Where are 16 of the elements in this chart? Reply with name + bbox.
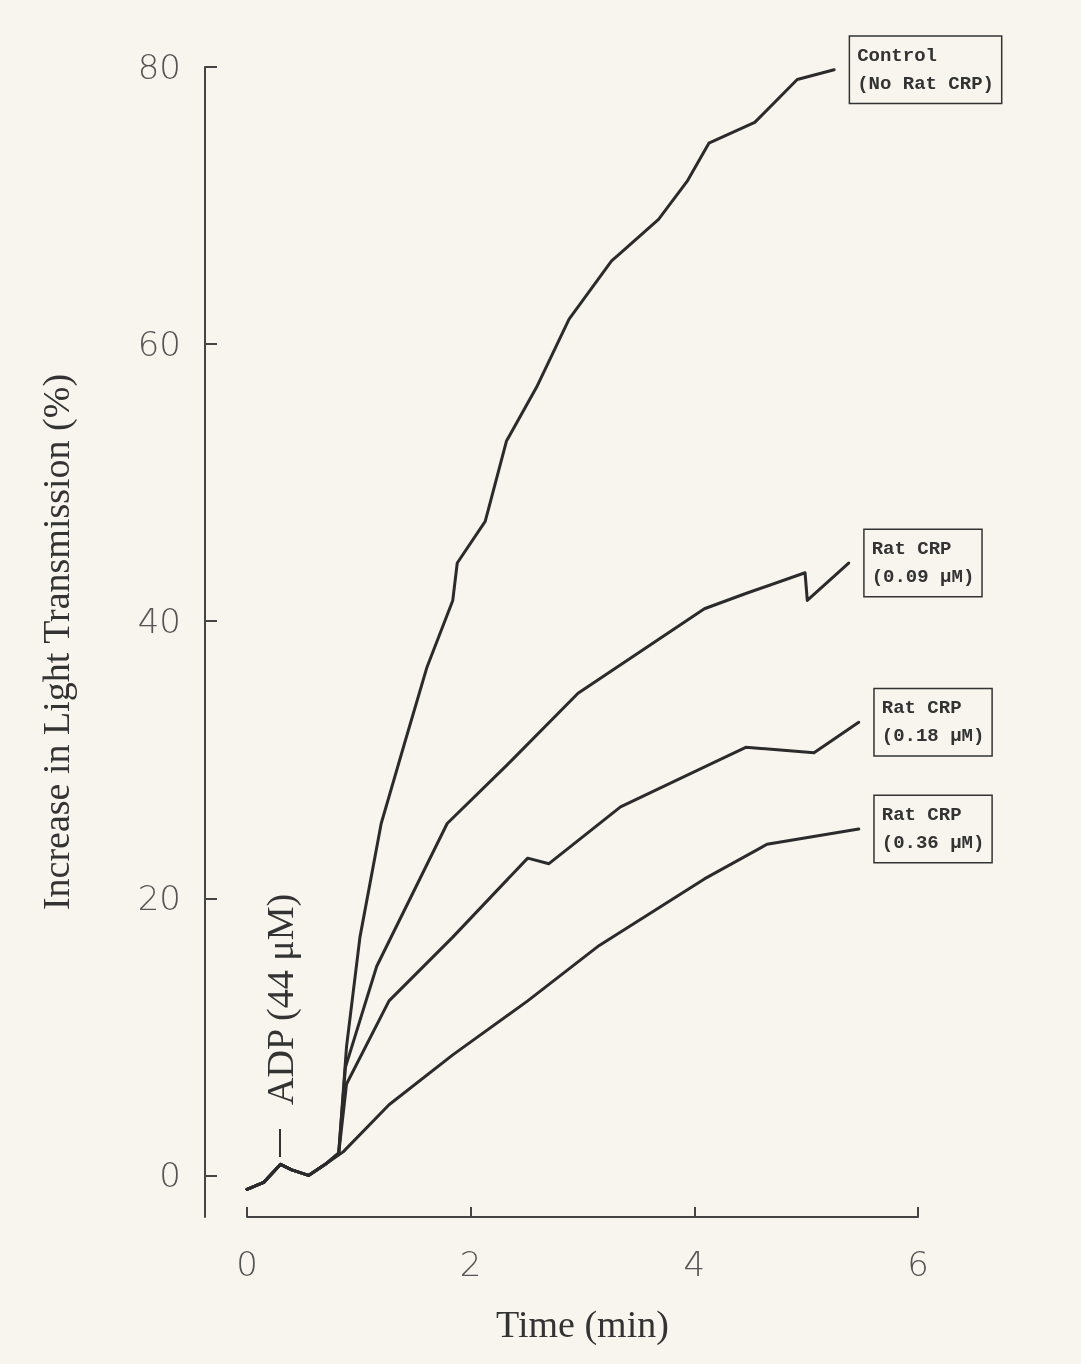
y-tick-label: 20 (137, 878, 181, 919)
series-label: Control (No Rat CRP) (857, 44, 994, 95)
series-label: Rat CRP (0.09 μM) (871, 538, 975, 589)
x-tick-label: 6 (907, 1244, 929, 1284)
y-axis-title: Increase in Light Transmission (%) (35, 373, 78, 911)
series-label: Rat CRP (0.18 μM) (881, 697, 985, 748)
x-axis-title: Time (min) (496, 1303, 669, 1346)
y-tick-label: 80 (137, 47, 181, 87)
x-tick-label: 4 (683, 1244, 706, 1284)
series-label: Rat CRP (0.36 μM) (881, 804, 985, 855)
x-tick-label: 2 (459, 1244, 482, 1284)
y-tick-label: 0 (159, 1155, 181, 1196)
x-tick-label: 0 (236, 1244, 258, 1284)
y-tick-label: 40 (137, 601, 181, 642)
y-tick-label: 60 (137, 324, 181, 365)
annotation: ADP (44 μM) (259, 893, 302, 1105)
